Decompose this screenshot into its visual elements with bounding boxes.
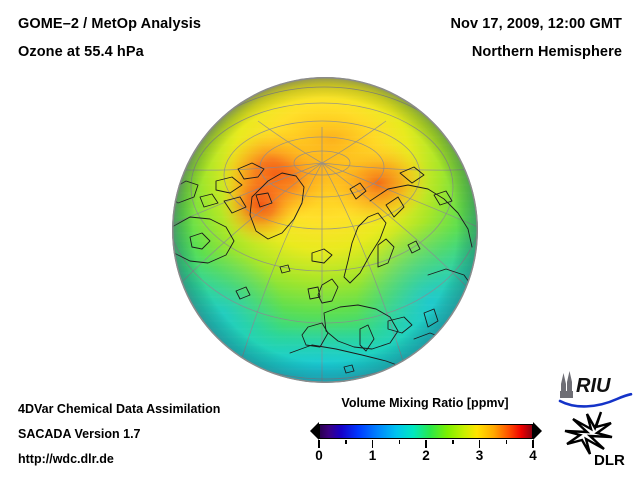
colorbar-tick-label: 1: [368, 448, 377, 463]
globe-disc: [172, 77, 478, 383]
colorbar-arrow-left-icon: [310, 422, 319, 440]
riu-wordmark: RIU: [576, 375, 611, 397]
colorbar-tick-minor: [345, 440, 347, 444]
limb-shading: [172, 77, 478, 383]
page-title: GOME–2 / MetOp Analysis: [18, 16, 202, 32]
timestamp-label: Nov 17, 2009, 12:00 GMT: [450, 16, 622, 32]
method-label: 4DVar Chemical Data Assimilation: [18, 402, 221, 416]
colorbar-title: Volume Mixing Ratio [ppmv]: [341, 396, 509, 410]
dlr-logo: DLR: [564, 411, 625, 468]
dlr-wordmark: DLR: [594, 452, 625, 468]
colorbar: Volume Mixing Ratio [ppmv] 0 1 2 3 4: [300, 396, 550, 476]
colorbar-tick-major: [318, 440, 320, 448]
region-label: Northern Hemisphere: [471, 44, 622, 60]
colorbar-arrow-right-icon: [533, 422, 542, 440]
colorbar-gradient-box: [319, 423, 533, 439]
cathedral-icon: [560, 371, 573, 398]
colorbar-tick-major: [532, 440, 534, 448]
colorbar-tick-label: 4: [529, 448, 537, 463]
colorbar-tick-labels: 0 1 2 3 4: [310, 448, 542, 468]
globe-svg: [172, 77, 478, 383]
riu-swoosh: [558, 392, 633, 408]
colorbar-tick-minor: [398, 440, 400, 444]
riu-logo: RIU: [558, 371, 633, 408]
colorbar-tick-major: [425, 440, 427, 448]
colorbar-tick-minor: [452, 440, 454, 444]
globe-map: [172, 77, 478, 383]
dlr-pinwheel-icon: [564, 411, 613, 455]
colorbar-tick-label: 3: [475, 448, 484, 463]
version-label: SACADA Version 1.7: [18, 427, 141, 441]
page-subtitle: Ozone at 55.4 hPa: [18, 44, 144, 60]
colorbar-tick-minor: [505, 440, 507, 444]
colorbar-gradient: [320, 424, 532, 438]
colorbar-tick-major: [478, 440, 481, 448]
colorbar-row: [310, 422, 542, 440]
colorbar-tick-major: [371, 440, 374, 448]
colorbar-tick-label: 0: [315, 448, 323, 463]
colorbar-ticks: [310, 440, 542, 450]
colorbar-tick-label: 2: [422, 448, 430, 463]
website-link[interactable]: http://wdc.dlr.de: [18, 452, 114, 466]
